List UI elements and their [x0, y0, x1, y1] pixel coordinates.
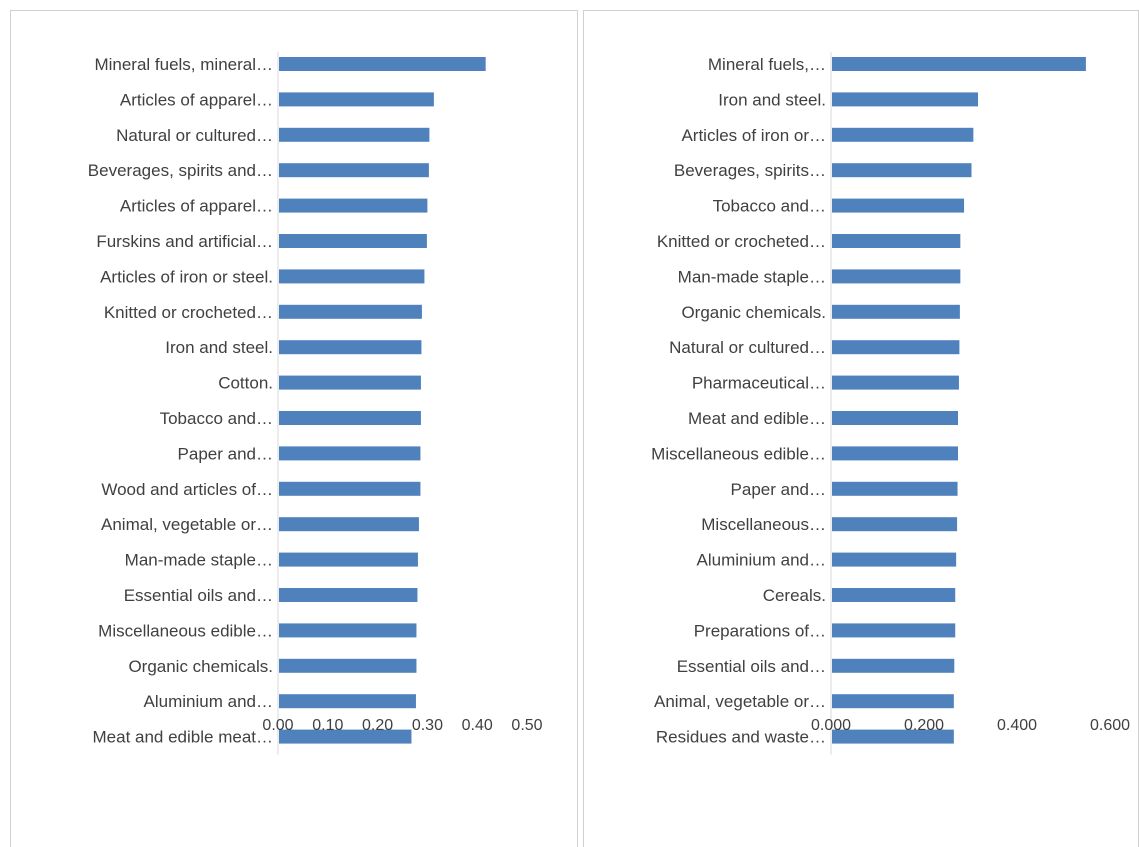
category-label: Aluminium and… [697, 551, 826, 570]
category-label: Iron and steel. [165, 338, 273, 357]
bar [279, 729, 412, 744]
bar [832, 304, 960, 319]
chart-panel-left: Mineral fuels, mineral… Articles of appar… [10, 10, 578, 847]
bar [832, 198, 965, 213]
bar [279, 658, 417, 673]
x-tick-label: 0.40 [462, 717, 493, 734]
bar [832, 658, 955, 673]
category-label: Essential oils and… [124, 586, 273, 605]
bar [832, 375, 959, 390]
bar [832, 411, 959, 425]
bar [279, 198, 428, 213]
bar [279, 552, 418, 567]
category-label: Mineral fuels,… [708, 55, 826, 74]
bar [279, 234, 427, 248]
category-label: Knitted or crocheted… [104, 303, 273, 322]
bar [832, 446, 959, 461]
x-tick-label: 0.20 [362, 717, 393, 734]
bar [279, 517, 419, 532]
bar [832, 234, 961, 248]
x-tick-label: 0.30 [412, 717, 443, 734]
bar [279, 411, 421, 425]
category-label: Beverages, spirits… [674, 161, 826, 180]
bar [832, 588, 956, 602]
bar [832, 92, 979, 107]
bar [832, 481, 958, 496]
category-label: Meat and edible… [688, 409, 826, 428]
category-label: Pharmaceutical… [692, 374, 826, 393]
category-label: Knitted or crocheted… [657, 232, 826, 251]
category-label: Natural or cultured… [116, 126, 273, 145]
category-label: Man-made staple… [125, 551, 273, 570]
category-label: Iron and steel. [718, 90, 826, 109]
category-label: Articles of iron or steel. [100, 267, 273, 286]
category-label: Natural or cultured… [669, 338, 826, 357]
category-label: Miscellaneous… [701, 515, 826, 534]
bar [279, 694, 416, 709]
x-tick-label: 0.00 [262, 717, 293, 734]
bar [279, 269, 425, 284]
bar [832, 517, 958, 532]
category-label: Tobacco and… [713, 197, 826, 216]
left-bar-chart: Mineral fuels, mineral… Articles of appar… [88, 52, 543, 755]
category-label: Paper and… [731, 480, 826, 499]
bar [279, 481, 421, 496]
bar [279, 375, 421, 390]
bar [279, 127, 430, 142]
category-label: Essential oils and… [677, 657, 826, 676]
bar [279, 340, 422, 355]
category-label: Man-made staple… [678, 267, 826, 286]
bar [832, 623, 956, 638]
bar [832, 340, 960, 355]
bar [832, 552, 957, 567]
category-label: Meat and edible meat… [93, 728, 274, 747]
category-label: Animal, vegetable or… [101, 515, 273, 534]
category-label: Animal, vegetable or… [654, 692, 826, 711]
bar [279, 304, 422, 319]
x-tick-label: 0.600 [1090, 717, 1130, 734]
bar [832, 163, 972, 178]
category-label: Organic chemicals. [128, 657, 273, 676]
category-label: Residues and waste… [656, 728, 826, 747]
x-tick-label: 0.200 [904, 717, 944, 734]
bar [279, 57, 486, 71]
bar [279, 92, 434, 107]
bar [279, 588, 418, 602]
category-label: Articles of iron or… [681, 126, 826, 145]
chart-panel-right: Mineral fuels,… Iron and steel. Articles o… [583, 10, 1139, 847]
category-label: Organic chemicals. [681, 303, 826, 322]
bar [279, 163, 429, 178]
category-label: Aluminium and… [144, 692, 273, 711]
bar [832, 57, 1086, 71]
category-label: Paper and… [178, 444, 273, 463]
x-tick-label: 0.400 [997, 717, 1037, 734]
category-label: Wood and articles of… [101, 480, 273, 499]
category-label: Miscellaneous edible… [98, 621, 273, 640]
category-label: Cereals. [763, 586, 826, 605]
x-tick-label: 0.000 [811, 717, 851, 734]
bar [832, 269, 961, 284]
bar [279, 623, 417, 638]
category-label: Furskins and artificial… [96, 232, 273, 251]
category-label: Preparations of… [694, 621, 826, 640]
category-label: Miscellaneous edible… [651, 444, 826, 463]
x-tick-label: 0.10 [312, 717, 343, 734]
right-bar-chart: Mineral fuels,… Iron and steel. Articles o… [651, 52, 1130, 755]
x-tick-label: 0.50 [511, 717, 542, 734]
category-label: Tobacco and… [160, 409, 273, 428]
category-label: Articles of apparel… [120, 90, 273, 109]
category-label: Cotton. [218, 374, 273, 393]
bar [832, 694, 954, 709]
bar [832, 127, 974, 142]
bar [832, 729, 954, 744]
category-label: Mineral fuels, mineral… [94, 55, 273, 74]
category-label: Articles of apparel… [120, 197, 273, 216]
bar [279, 446, 421, 461]
category-label: Beverages, spirits and… [88, 161, 273, 180]
